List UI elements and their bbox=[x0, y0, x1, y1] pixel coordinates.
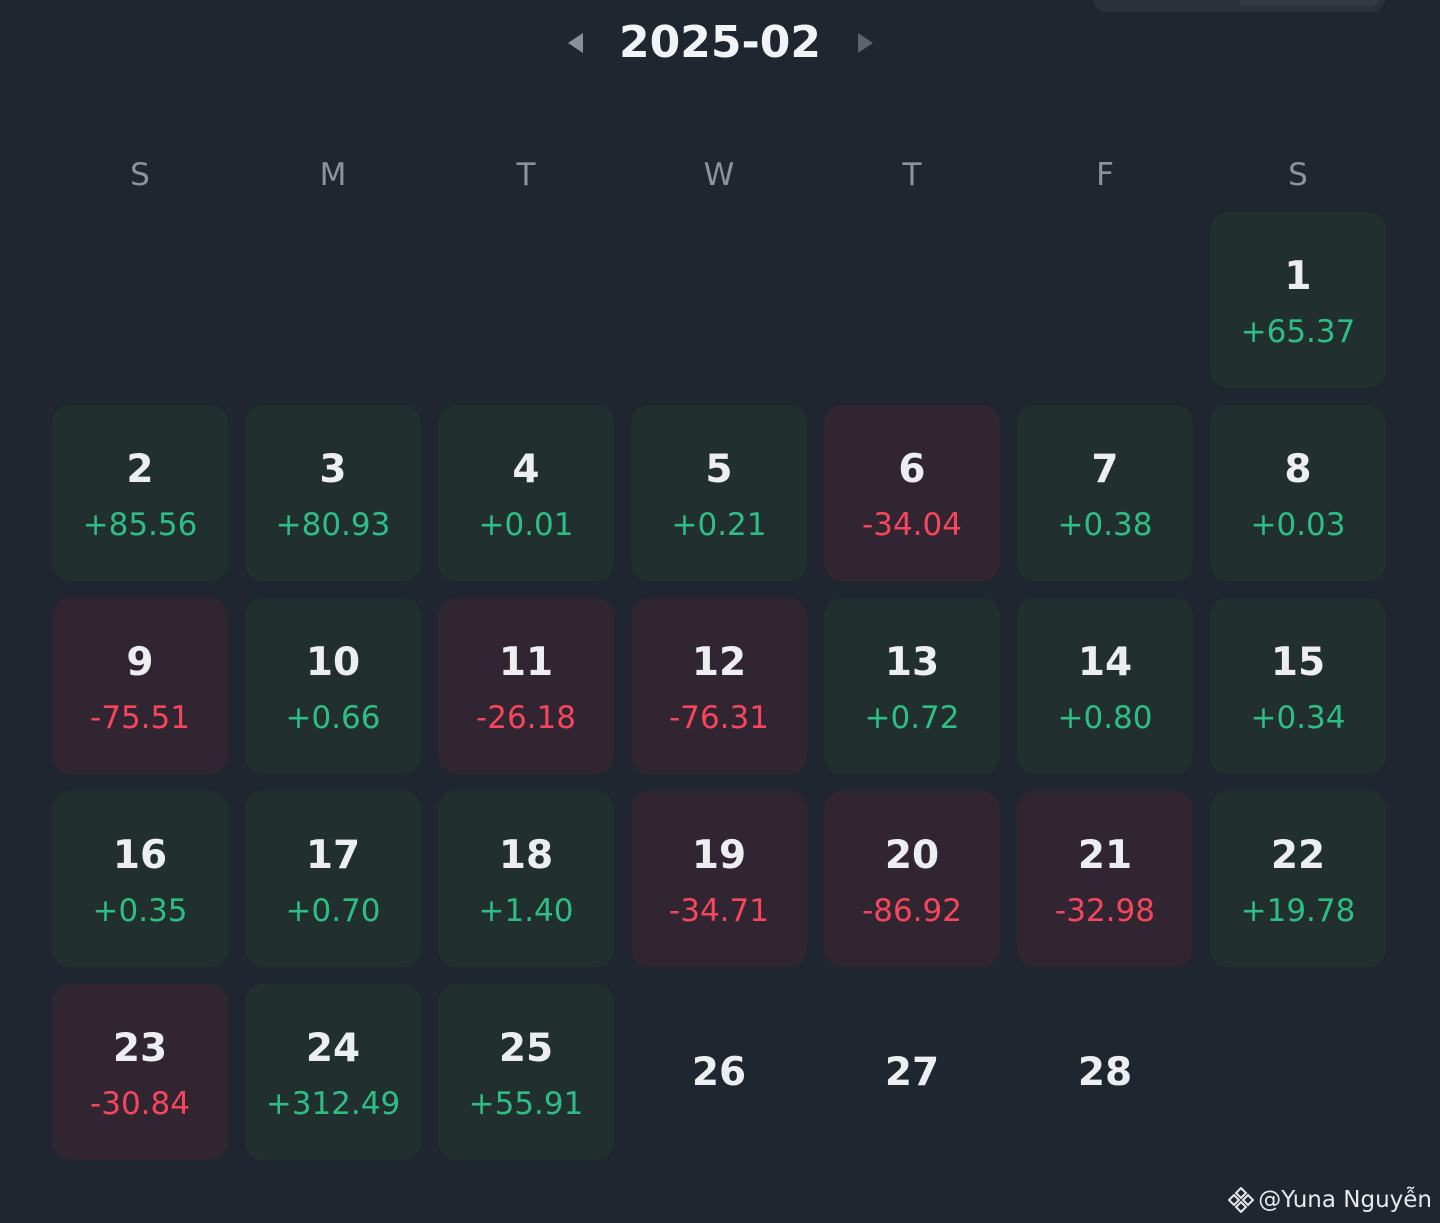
day-number: 21 bbox=[1077, 833, 1133, 878]
day-pnl: +0.01 bbox=[478, 507, 574, 543]
day-cell[interactable]: 9 -75.51 bbox=[52, 598, 228, 774]
day-pnl: -86.92 bbox=[862, 893, 962, 929]
day-cell[interactable]: 6 -34.04 bbox=[824, 405, 1000, 581]
day-cell[interactable]: 1 +65.37 bbox=[1210, 212, 1386, 388]
day-number: 19 bbox=[691, 833, 747, 878]
weekday-label: M bbox=[319, 157, 347, 193]
day-cell[interactable]: 22 +19.78 bbox=[1210, 791, 1386, 967]
day-pnl: +0.35 bbox=[92, 893, 188, 929]
weekday-label: T bbox=[902, 157, 922, 193]
day-pnl: -34.04 bbox=[862, 507, 962, 543]
day-cell[interactable]: 28 bbox=[1017, 984, 1193, 1160]
day-cell[interactable]: 13 +0.72 bbox=[824, 598, 1000, 774]
day-pnl: +85.56 bbox=[82, 507, 198, 543]
day-number: 14 bbox=[1077, 640, 1133, 685]
day-cell[interactable]: 8 +0.03 bbox=[1210, 405, 1386, 581]
weekday-label: W bbox=[703, 157, 735, 193]
day-number: 22 bbox=[1270, 833, 1326, 878]
day-pnl: +19.78 bbox=[1240, 893, 1356, 929]
day-pnl: +0.03 bbox=[1250, 507, 1346, 543]
day-cell[interactable]: 11 -26.18 bbox=[438, 598, 614, 774]
day-pnl: +55.91 bbox=[468, 1086, 584, 1122]
day-cell[interactable]: 20 -86.92 bbox=[824, 791, 1000, 967]
day-pnl: -32.98 bbox=[1055, 893, 1155, 929]
day-cell[interactable]: 3 +80.93 bbox=[245, 405, 421, 581]
day-cell[interactable]: 24 +312.49 bbox=[245, 984, 421, 1160]
day-number: 25 bbox=[498, 1026, 554, 1071]
day-pnl: +1.40 bbox=[478, 893, 574, 929]
day-number: 18 bbox=[498, 833, 554, 878]
day-number: 4 bbox=[512, 447, 540, 492]
day-pnl: -75.51 bbox=[90, 700, 190, 736]
day-cell[interactable]: 14 +0.80 bbox=[1017, 598, 1193, 774]
day-number: 11 bbox=[498, 640, 554, 685]
day-cell[interactable]: 25 +55.91 bbox=[438, 984, 614, 1160]
month-title: 2025-02 bbox=[619, 17, 821, 68]
watermark-text: @Yuna Nguyễn bbox=[1258, 1187, 1432, 1213]
day-cell[interactable]: 16 +0.35 bbox=[52, 791, 228, 967]
day-cell[interactable]: 2 +85.56 bbox=[52, 405, 228, 581]
caret-right-icon[interactable] bbox=[850, 28, 880, 58]
day-number: 6 bbox=[898, 447, 926, 492]
day-cell[interactable]: 17 +0.70 bbox=[245, 791, 421, 967]
day-pnl: -26.18 bbox=[476, 700, 576, 736]
day-number: 27 bbox=[884, 1050, 940, 1095]
day-cell[interactable]: 5 +0.21 bbox=[631, 405, 807, 581]
day-number: 1 bbox=[1284, 254, 1312, 299]
day-number: 13 bbox=[884, 640, 940, 685]
day-pnl: -34.71 bbox=[669, 893, 769, 929]
day-pnl: +0.34 bbox=[1250, 700, 1346, 736]
day-cell[interactable]: 10 +0.66 bbox=[245, 598, 421, 774]
calendar-header: 2025-02 bbox=[0, 10, 1440, 76]
day-cell[interactable]: 18 +1.40 bbox=[438, 791, 614, 967]
day-pnl: +65.37 bbox=[1240, 314, 1356, 350]
weekday-label: S bbox=[1288, 157, 1308, 193]
weekday-label: T bbox=[516, 157, 536, 193]
weekday-label: F bbox=[1096, 157, 1114, 193]
day-number: 12 bbox=[691, 640, 747, 685]
watermark: @Yuna Nguyễn bbox=[1228, 1185, 1432, 1215]
day-cell[interactable]: 26 bbox=[631, 984, 807, 1160]
day-number: 7 bbox=[1091, 447, 1119, 492]
day-cell[interactable]: 19 -34.71 bbox=[631, 791, 807, 967]
day-number: 20 bbox=[884, 833, 940, 878]
day-number: 8 bbox=[1284, 447, 1312, 492]
day-number: 17 bbox=[305, 833, 361, 878]
day-number: 3 bbox=[319, 447, 347, 492]
day-number: 10 bbox=[305, 640, 361, 685]
day-cell[interactable]: 21 -32.98 bbox=[1017, 791, 1193, 967]
day-number: 26 bbox=[691, 1050, 747, 1095]
day-number: 16 bbox=[112, 833, 168, 878]
day-cell[interactable]: 4 +0.01 bbox=[438, 405, 614, 581]
day-cell[interactable]: 7 +0.38 bbox=[1017, 405, 1193, 581]
day-number: 24 bbox=[305, 1026, 361, 1071]
day-cell[interactable]: 15 +0.34 bbox=[1210, 598, 1386, 774]
weekday-label: S bbox=[130, 157, 150, 193]
day-pnl: -30.84 bbox=[90, 1086, 190, 1122]
day-pnl: +0.72 bbox=[864, 700, 960, 736]
day-number: 5 bbox=[705, 447, 733, 492]
day-number: 23 bbox=[112, 1026, 168, 1071]
day-cell[interactable]: 23 -30.84 bbox=[52, 984, 228, 1160]
day-pnl: +312.49 bbox=[265, 1086, 401, 1122]
day-pnl: +0.80 bbox=[1057, 700, 1153, 736]
view-toggle-segment[interactable] bbox=[1240, 0, 1380, 6]
day-pnl: +0.38 bbox=[1057, 507, 1153, 543]
caret-left-icon[interactable] bbox=[560, 28, 590, 58]
binance-logo-icon bbox=[1228, 1187, 1255, 1213]
day-number: 28 bbox=[1077, 1050, 1133, 1095]
day-pnl: +0.66 bbox=[285, 700, 381, 736]
day-number: 15 bbox=[1270, 640, 1326, 685]
day-cell[interactable]: 27 bbox=[824, 984, 1000, 1160]
day-pnl: -76.31 bbox=[669, 700, 769, 736]
day-number: 9 bbox=[126, 640, 154, 685]
day-pnl: +0.70 bbox=[285, 893, 381, 929]
day-number: 2 bbox=[126, 447, 154, 492]
day-cell[interactable]: 12 -76.31 bbox=[631, 598, 807, 774]
day-pnl: +80.93 bbox=[275, 507, 391, 543]
day-pnl: +0.21 bbox=[671, 507, 767, 543]
